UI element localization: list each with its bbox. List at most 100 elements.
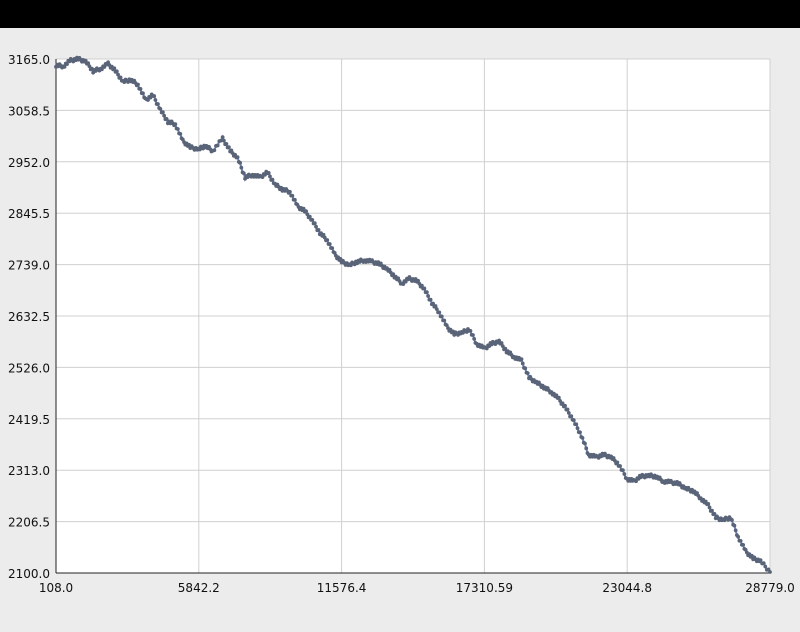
data-point bbox=[761, 561, 766, 565]
data-point bbox=[503, 346, 508, 351]
x-tick-label: 108.0 bbox=[39, 581, 73, 595]
data-point bbox=[156, 102, 160, 106]
data-point bbox=[499, 341, 504, 345]
data-point bbox=[712, 512, 717, 516]
data-point bbox=[162, 113, 167, 118]
y-tick-label: 3165.0 bbox=[8, 53, 50, 67]
data-point bbox=[222, 138, 226, 143]
data-point bbox=[434, 307, 439, 312]
y-tick-label: 2526.0 bbox=[8, 361, 50, 375]
data-point bbox=[615, 460, 620, 465]
x-tick-label: 5842.2 bbox=[178, 581, 220, 595]
data-point bbox=[307, 214, 312, 219]
data-point bbox=[175, 127, 180, 131]
data-point bbox=[305, 212, 310, 217]
data-point bbox=[330, 246, 335, 250]
data-point bbox=[563, 403, 567, 408]
data-series bbox=[54, 55, 772, 574]
y-tick-label: 2419.5 bbox=[8, 413, 50, 427]
data-point bbox=[301, 206, 306, 211]
data-point bbox=[310, 218, 315, 222]
x-tick-label: 11576.4 bbox=[317, 581, 367, 595]
data-point bbox=[241, 171, 246, 176]
data-point bbox=[426, 294, 430, 298]
data-point bbox=[621, 468, 625, 472]
data-point bbox=[578, 430, 582, 435]
data-point bbox=[239, 165, 244, 170]
data-point bbox=[730, 518, 734, 522]
data-point bbox=[484, 346, 489, 351]
data-point bbox=[733, 528, 738, 533]
data-point bbox=[304, 209, 308, 213]
data-point bbox=[116, 72, 120, 77]
data-point bbox=[768, 570, 772, 574]
data-point bbox=[738, 538, 743, 543]
data-point bbox=[260, 175, 265, 180]
y-tick-label: 2100.0 bbox=[8, 567, 50, 581]
data-point bbox=[83, 58, 88, 63]
data-point bbox=[401, 282, 406, 287]
data-point bbox=[525, 371, 530, 376]
data-point bbox=[416, 278, 421, 283]
data-point bbox=[62, 64, 67, 69]
data-point bbox=[114, 69, 119, 74]
data-point bbox=[520, 361, 525, 366]
data-point bbox=[758, 558, 763, 563]
data-point bbox=[86, 61, 91, 65]
data-point bbox=[424, 290, 429, 295]
data-point bbox=[219, 138, 223, 143]
data-point bbox=[327, 242, 332, 246]
data-point bbox=[238, 160, 242, 165]
data-point bbox=[87, 64, 92, 69]
data-point bbox=[560, 401, 565, 406]
data-point bbox=[622, 472, 627, 476]
data-point bbox=[472, 337, 477, 341]
grid-lines bbox=[55, 58, 771, 574]
data-point bbox=[178, 131, 183, 136]
data-point bbox=[224, 141, 229, 146]
data-point bbox=[574, 422, 579, 427]
data-point bbox=[471, 333, 475, 337]
data-point bbox=[65, 62, 69, 67]
data-point bbox=[500, 344, 505, 349]
data-point bbox=[741, 543, 746, 547]
data-point bbox=[422, 286, 427, 291]
data-point bbox=[325, 238, 330, 242]
line-chart: 108.0 5842.2 11576.4 17310.59 23044.8 28779.0… bbox=[8, 53, 795, 595]
data-point bbox=[292, 197, 297, 202]
data-point bbox=[566, 411, 571, 415]
data-point bbox=[732, 523, 737, 528]
data-point bbox=[519, 357, 524, 361]
data-point bbox=[707, 505, 712, 510]
data-point bbox=[618, 464, 622, 468]
data-point bbox=[220, 135, 225, 139]
data-point bbox=[138, 87, 143, 91]
axes bbox=[55, 59, 770, 574]
data-point bbox=[433, 304, 438, 308]
data-point bbox=[439, 314, 444, 319]
data-point bbox=[558, 398, 562, 403]
x-tick-label: 28779.0 bbox=[745, 581, 795, 595]
data-point bbox=[118, 75, 123, 80]
data-point bbox=[431, 301, 435, 306]
window-title-bar bbox=[0, 0, 800, 28]
data-point bbox=[634, 479, 638, 484]
data-point bbox=[763, 564, 768, 569]
data-point bbox=[146, 98, 150, 102]
data-point bbox=[266, 170, 271, 175]
data-point bbox=[212, 148, 217, 153]
data-point bbox=[442, 318, 447, 323]
data-point bbox=[102, 65, 107, 69]
chart-area: 108.0 5842.2 11576.4 17310.59 23044.8 28779.0… bbox=[0, 28, 800, 628]
data-point bbox=[226, 145, 231, 150]
data-point bbox=[565, 407, 570, 412]
data-point bbox=[316, 228, 321, 232]
y-tick-label: 2739.0 bbox=[8, 259, 50, 273]
y-tick-label: 3058.5 bbox=[8, 104, 50, 118]
data-point bbox=[428, 297, 433, 302]
x-tick-label: 23044.8 bbox=[602, 581, 652, 595]
data-point bbox=[736, 534, 741, 539]
data-point bbox=[314, 224, 318, 229]
y-tick-label: 2206.5 bbox=[8, 516, 50, 530]
data-point bbox=[706, 501, 711, 506]
